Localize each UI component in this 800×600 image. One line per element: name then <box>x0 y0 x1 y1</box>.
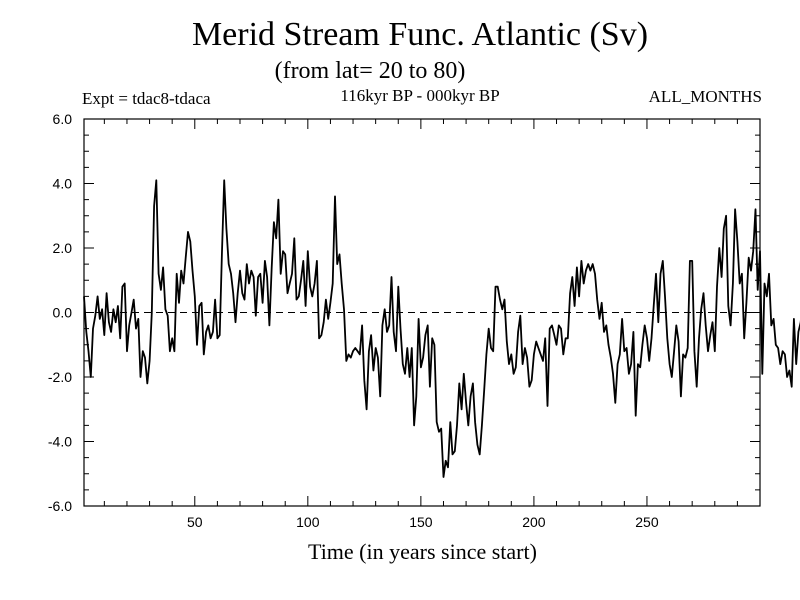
y-tick-label: -6.0 <box>48 498 72 514</box>
y-tick-label: 6.0 <box>53 111 73 127</box>
y-tick-label: 0.0 <box>53 305 73 321</box>
chart-subtitle: (from lat= 20 to 80) <box>274 58 466 84</box>
tick-labels: 50 100 150 200 250 -6.0 -4.0 -2.0 0.0 2.0 4.0 6.0 <box>48 111 659 530</box>
plot-frame <box>83 118 761 507</box>
x-tick-label: 150 <box>409 514 433 530</box>
x-tick-label: 200 <box>522 514 546 530</box>
season-label: ALL_MONTHS <box>648 87 762 106</box>
y-tick-label: -2.0 <box>48 369 72 385</box>
experiment-label: Expt = tdac8-tdaca <box>82 89 211 108</box>
period-label: 116kyr BP - 000kyr BP <box>340 86 500 105</box>
series-line <box>83 179 800 478</box>
x-tick-label: 50 <box>187 514 203 530</box>
x-tick-label: 250 <box>635 514 659 530</box>
y-tick-label: -4.0 <box>48 434 72 450</box>
x-tick-label: 100 <box>296 514 320 530</box>
chart-title: Merid Stream Func. Atlantic (Sv) <box>191 16 649 53</box>
x-axis-label: Time (in years since start) <box>308 539 537 564</box>
y-tick-label: 4.0 <box>53 176 73 192</box>
y-tick-label: 2.0 <box>53 240 73 256</box>
